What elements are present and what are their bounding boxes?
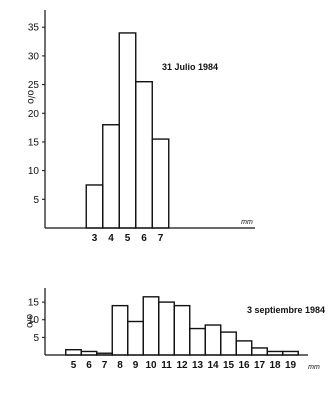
y-tick-label: 35 [28,23,40,34]
x-tick-label: 14 [207,360,219,371]
histogram-bar [220,331,237,356]
y-axis-label: o/o [24,314,35,328]
histogram-bar [158,301,175,356]
histogram-bar [102,124,120,229]
chart-title: 3 septiembre 1984 [247,305,325,315]
x-tick-label: 6 [141,233,147,244]
histogram-bar [96,352,113,356]
x-axis-unit-label: mm [241,219,253,226]
x-tick-label: 5 [125,233,131,244]
x-tick-label: 9 [133,360,139,371]
y-tick-label: 5 [33,333,39,344]
x-tick-label: 17 [254,360,266,371]
histogram-bar [266,350,284,356]
x-tick-label: 7 [158,233,164,244]
x-tick-label: 4 [108,233,114,244]
x-tick-label: 8 [117,360,123,371]
histogram-bar [85,184,104,229]
y-axis-label: o/o [25,90,36,104]
histogram-bar [173,304,191,356]
y-tick-label: 5 [33,195,39,206]
chart-title: 31 Julio 1984 [162,62,218,72]
histogram-bar [111,304,129,356]
x-tick-label: 16 [238,360,250,371]
histogram-bar [189,327,206,356]
histogram-bar [127,320,144,356]
y-tick-label: 10 [28,315,40,326]
histogram-bar [80,350,98,356]
histogram-bar [135,81,153,229]
x-tick-label: 6 [86,360,92,371]
histogram-bar [251,347,268,356]
histogram-bar [118,32,137,229]
x-tick-label: 15 [223,360,235,371]
x-tick-label: 12 [176,360,188,371]
x-tick-label: 5 [71,360,77,371]
y-tick-label: 30 [28,51,40,62]
histogram-bar [282,350,299,356]
y-tick-label: 10 [28,166,40,177]
histogram-bar [235,340,253,356]
x-tick-label: 18 [269,360,281,371]
x-tick-label: 19 [285,360,297,371]
y-tick-label: 25 [28,80,40,91]
x-tick-label: 7 [102,360,108,371]
histogram-bar [151,138,170,229]
histogram-bar [142,296,160,356]
x-tick-label: 11 [161,360,172,371]
x-tick-label: 13 [192,360,204,371]
x-tick-label: 3 [92,233,98,244]
y-tick-label: 15 [28,137,40,148]
y-tick-label: 20 [28,109,40,120]
x-tick-label: 10 [145,360,157,371]
y-tick-label: 15 [28,298,40,309]
histogram-bar [65,349,82,356]
x-axis-unit-label: mm [308,364,320,371]
histogram-bar [204,324,222,356]
